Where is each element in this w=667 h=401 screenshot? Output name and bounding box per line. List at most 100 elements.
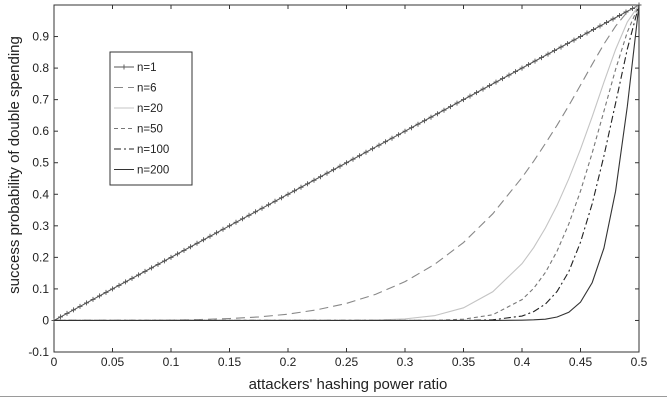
series-marker — [240, 216, 245, 222]
series-marker — [136, 272, 141, 278]
series-marker — [324, 170, 330, 176]
series-marker — [201, 237, 206, 243]
series-marker — [532, 58, 538, 64]
series-line — [53, 4, 640, 321]
series-marker — [604, 20, 609, 25]
series-marker — [545, 51, 551, 57]
x-tick-label: 0.3 — [397, 355, 414, 369]
series-marker — [474, 90, 479, 96]
series-marker — [493, 79, 499, 85]
x-tick-label: 0.05 — [101, 355, 125, 369]
series-marker — [487, 83, 492, 89]
series-marker — [363, 149, 369, 155]
tick-layer: 0 0.05 0.1 0.15 0.2 0.25 0.3 0.35 0.4 0.45 0.5 -0.1… — [28, 5, 648, 369]
series-marker — [97, 293, 102, 299]
series-marker — [227, 223, 232, 229]
series-marker — [402, 128, 408, 134]
series-marker — [84, 300, 89, 306]
series-marker — [292, 188, 297, 194]
series-marker — [630, 6, 635, 11]
series-marker — [610, 16, 616, 22]
y-axis-title: success probability of double spending — [6, 36, 23, 294]
series-marker — [415, 121, 421, 127]
series-marker — [428, 114, 434, 120]
series-marker — [103, 289, 109, 295]
series-marker — [168, 254, 174, 260]
series-marker — [480, 86, 486, 92]
y-tick-label: 0.7 — [32, 93, 49, 107]
series-marker — [305, 181, 310, 187]
series-marker — [331, 167, 336, 173]
series-marker — [441, 107, 447, 113]
series-marker — [461, 97, 466, 103]
series-marker — [311, 177, 317, 183]
series-marker — [188, 244, 193, 250]
series-marker — [357, 153, 362, 159]
y-tick-label: 0 — [42, 313, 49, 327]
y-tick-label: 0.1 — [32, 282, 49, 296]
y-tick-label: 0.2 — [32, 250, 49, 264]
y-tick-label: 0.4 — [32, 187, 49, 201]
y-tick-label: 0.8 — [32, 61, 49, 75]
series-marker — [558, 44, 564, 50]
series-marker — [71, 307, 76, 313]
legend-label: n=6 — [137, 83, 157, 95]
series-marker — [591, 27, 596, 32]
series-marker — [409, 125, 414, 131]
series-marker — [584, 30, 590, 36]
series-marker — [396, 132, 401, 138]
series-marker — [597, 23, 603, 29]
series-marker — [220, 226, 226, 232]
series-marker — [64, 310, 70, 316]
series-marker — [233, 219, 239, 225]
series-marker — [123, 279, 128, 285]
series-marker — [526, 62, 531, 68]
legend-marker — [121, 64, 127, 70]
series-marker — [376, 142, 382, 148]
series-marker — [272, 198, 278, 204]
series-marker — [578, 34, 583, 39]
x-tick-label: 0.2 — [280, 355, 297, 369]
legend-label: n=1 — [137, 62, 157, 74]
series-line — [54, 4, 640, 322]
y-tick-label: 0.6 — [32, 124, 49, 138]
series-marker — [253, 209, 258, 215]
series-marker — [565, 41, 570, 47]
legend-label: n=100 — [137, 144, 169, 156]
series-marker — [389, 135, 395, 141]
series-marker — [129, 275, 135, 281]
series-marker — [370, 146, 375, 152]
series-marker — [181, 247, 187, 253]
series-marker — [259, 205, 265, 211]
series-marker — [207, 233, 213, 239]
legend-label: n=200 — [137, 165, 169, 177]
series-marker — [90, 296, 96, 302]
series-marker — [214, 230, 219, 236]
series-marker — [285, 191, 291, 197]
series-marker — [318, 174, 323, 180]
x-tick-label: 0.15 — [218, 355, 242, 369]
series-marker — [467, 93, 473, 99]
series-marker — [110, 286, 115, 292]
series-marker — [279, 195, 284, 201]
x-tick-label: 0 — [51, 355, 58, 369]
y-tick-label: 0.9 — [32, 30, 49, 44]
series-marker — [383, 139, 388, 145]
series-layer — [53, 4, 640, 322]
legend: n=1 n=6 n=20 n=50 n=100 n=200 — [109, 51, 193, 186]
legend-label: n=50 — [137, 124, 163, 136]
y-tick-label: 0.3 — [32, 219, 49, 233]
series-marker — [77, 303, 83, 309]
series-marker — [500, 76, 505, 82]
x-tick-label: 0.45 — [569, 355, 593, 369]
x-axis-title: attackers' hashing power ratio — [249, 376, 448, 393]
series-marker — [513, 69, 518, 75]
series-marker — [623, 9, 629, 15]
x-tick-label: 0.4 — [514, 355, 531, 369]
series-marker — [266, 202, 271, 208]
series-marker — [142, 268, 148, 274]
series-marker — [175, 251, 180, 257]
series-marker — [58, 314, 63, 320]
